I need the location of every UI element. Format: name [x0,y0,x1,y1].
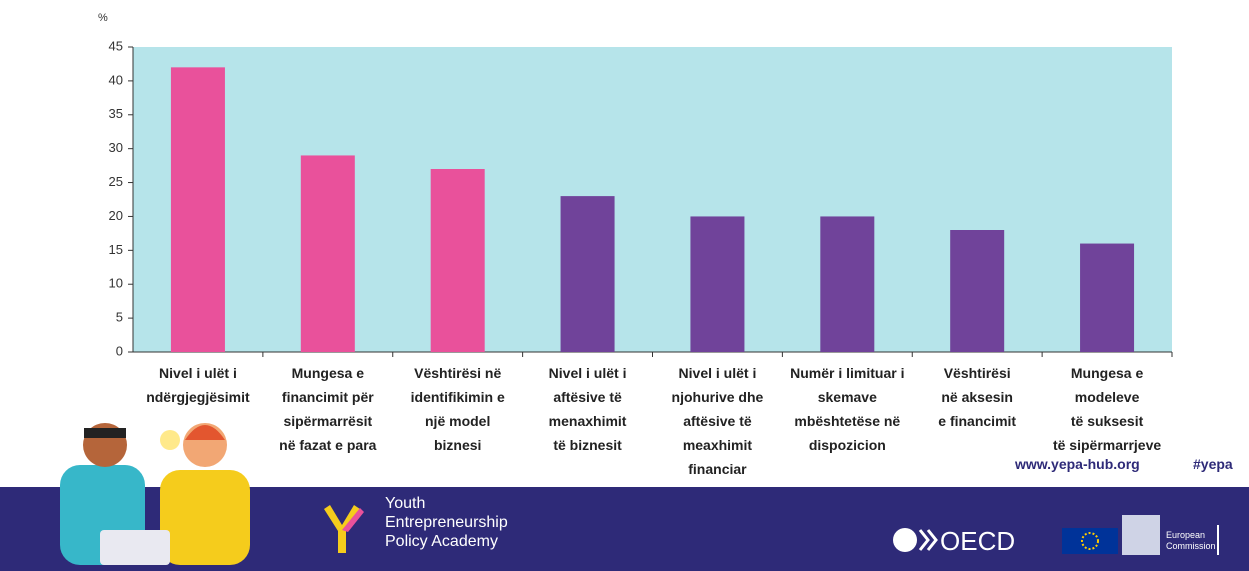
y-tick-label: 0 [116,343,123,358]
eu-logo [1062,515,1219,555]
y-tick-label: 15 [109,242,123,257]
bar [950,230,1005,352]
oecd-label: OECD [940,526,1016,556]
bar [820,216,875,352]
bar [300,155,355,352]
hashtag: #yepa [1193,456,1233,472]
bar [170,67,225,352]
y-tick-label: 40 [109,72,123,87]
oecd-logo [893,528,938,552]
x-tick-label: Nivel i ulët i aftësive të menaxhimit të… [548,365,627,453]
bar [690,216,745,352]
y-logo [324,505,364,553]
x-tick-label: Vështirësi në aksesin e financimit [938,365,1017,429]
bar [430,169,485,352]
bar [560,196,615,352]
y-tick-label: 5 [116,310,123,325]
y-tick-label: 25 [109,174,123,189]
website[interactable]: www.yepa-hub.org [1015,456,1140,472]
x-tick-label: Nivel i ulët i njohurive dhe aftësive të… [671,365,764,477]
y-tick-label: 45 [109,38,123,53]
illustration [60,423,250,565]
x-tick-label: Nivel i ulët i ndërgjegjësimit [146,365,250,405]
x-tick-label: Vështirësi në identifikimin e një model … [410,365,505,453]
y-tick-label: 10 [109,276,123,291]
bar [1080,243,1135,352]
y-tick-label: 20 [109,208,123,223]
x-tick-label: Mungesa e financimit për sipërmarrësit n… [279,365,377,453]
x-tick-label: Mungesa e modeleve të suksesit të sipërm… [1052,365,1162,453]
academy-name: Youth Entrepreneurship Policy Academy [385,495,508,550]
plot-area [133,47,1172,352]
y-tick-label: 30 [109,140,123,155]
y-axis-label: % [98,12,108,24]
x-tick-label: Numër i limituar i skemave mbështetëse n… [790,365,905,453]
commission-label: European Commission [1166,530,1216,551]
y-tick-label: 35 [109,106,123,121]
